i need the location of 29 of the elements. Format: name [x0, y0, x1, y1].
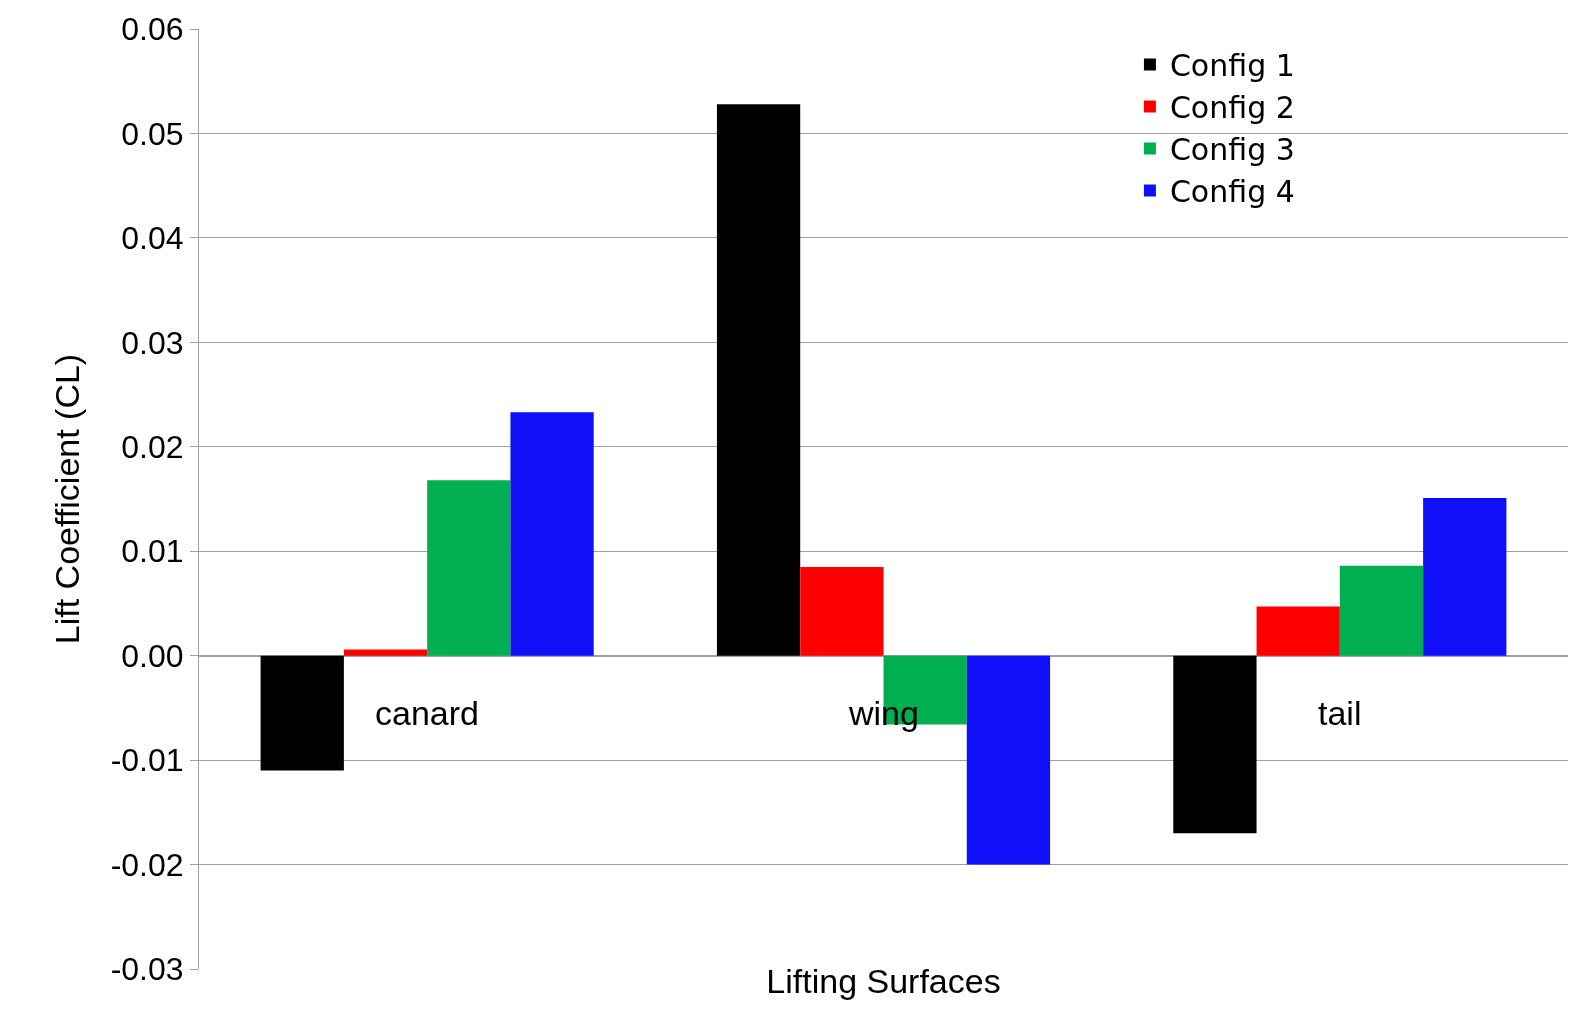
bar — [260, 655, 344, 771]
y-tick-label: -0.01 — [110, 742, 184, 779]
bar — [510, 412, 594, 656]
bar — [1256, 606, 1340, 656]
legend-label: Config 1 — [1169, 48, 1295, 84]
y-tick-label: 0.00 — [121, 637, 184, 674]
y-tick-label: -0.02 — [110, 846, 184, 883]
bar — [1339, 565, 1424, 656]
x-tick-label: canard — [375, 694, 479, 732]
y-tick-label: 0.01 — [121, 533, 184, 570]
bar — [427, 480, 511, 656]
x-tick-label: tail — [1318, 694, 1362, 732]
y-tick-label: 0.06 — [121, 11, 184, 48]
legend-label: Config 2 — [1169, 90, 1295, 126]
y-axis-title: Lift Coefficient (CL) — [48, 353, 87, 645]
y-tick-label: 0.04 — [121, 220, 184, 257]
bar — [800, 566, 884, 656]
y-tick-label: 0.03 — [121, 324, 184, 361]
y-tick-label: -0.03 — [110, 951, 184, 988]
bar — [343, 649, 428, 656]
y-tick-label: 0.05 — [121, 115, 184, 152]
x-axis-title: Lifting Surfaces — [766, 962, 1001, 1001]
bar — [716, 104, 801, 656]
bar — [966, 655, 1051, 865]
legend-label: Config 4 — [1169, 174, 1295, 210]
legend-label: Config 3 — [1169, 132, 1295, 168]
y-tick-label: 0.02 — [121, 428, 184, 465]
bar — [1173, 655, 1257, 834]
bar — [1423, 497, 1507, 656]
